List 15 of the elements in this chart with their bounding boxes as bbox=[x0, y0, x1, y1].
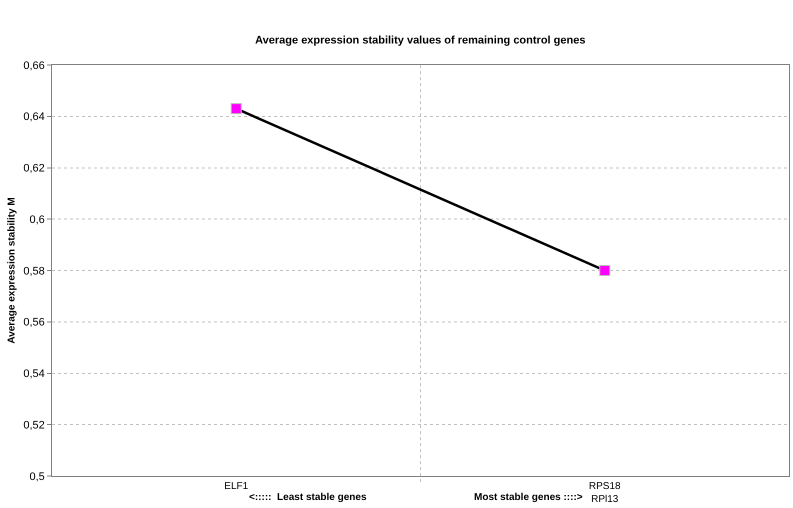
y-tick-label: 0,64 bbox=[23, 111, 45, 124]
y-tick-label: 0,58 bbox=[23, 265, 45, 278]
y-tick-label: 0,6 bbox=[30, 214, 45, 226]
y-tick-label: 0,56 bbox=[23, 316, 45, 329]
y-tick-label: 0,52 bbox=[23, 419, 45, 432]
text: <::::: Least stable genes bbox=[249, 492, 367, 503]
text: Most stable genes ::::> bbox=[474, 492, 583, 503]
x-tick-label: RPS18 RPl13 bbox=[588, 481, 622, 505]
chart-title: Average expression stability values of remaining control genes bbox=[255, 34, 586, 46]
y-tick-label: 0,54 bbox=[23, 368, 45, 380]
x-tick-label: ELF1 bbox=[224, 481, 249, 492]
y-axis-title: Average expression stability M bbox=[6, 197, 18, 344]
y-tick-label: 0,62 bbox=[23, 162, 45, 175]
y-tick-label: 0,66 bbox=[23, 60, 45, 72]
y-tick-label: 0,5 bbox=[30, 470, 45, 483]
